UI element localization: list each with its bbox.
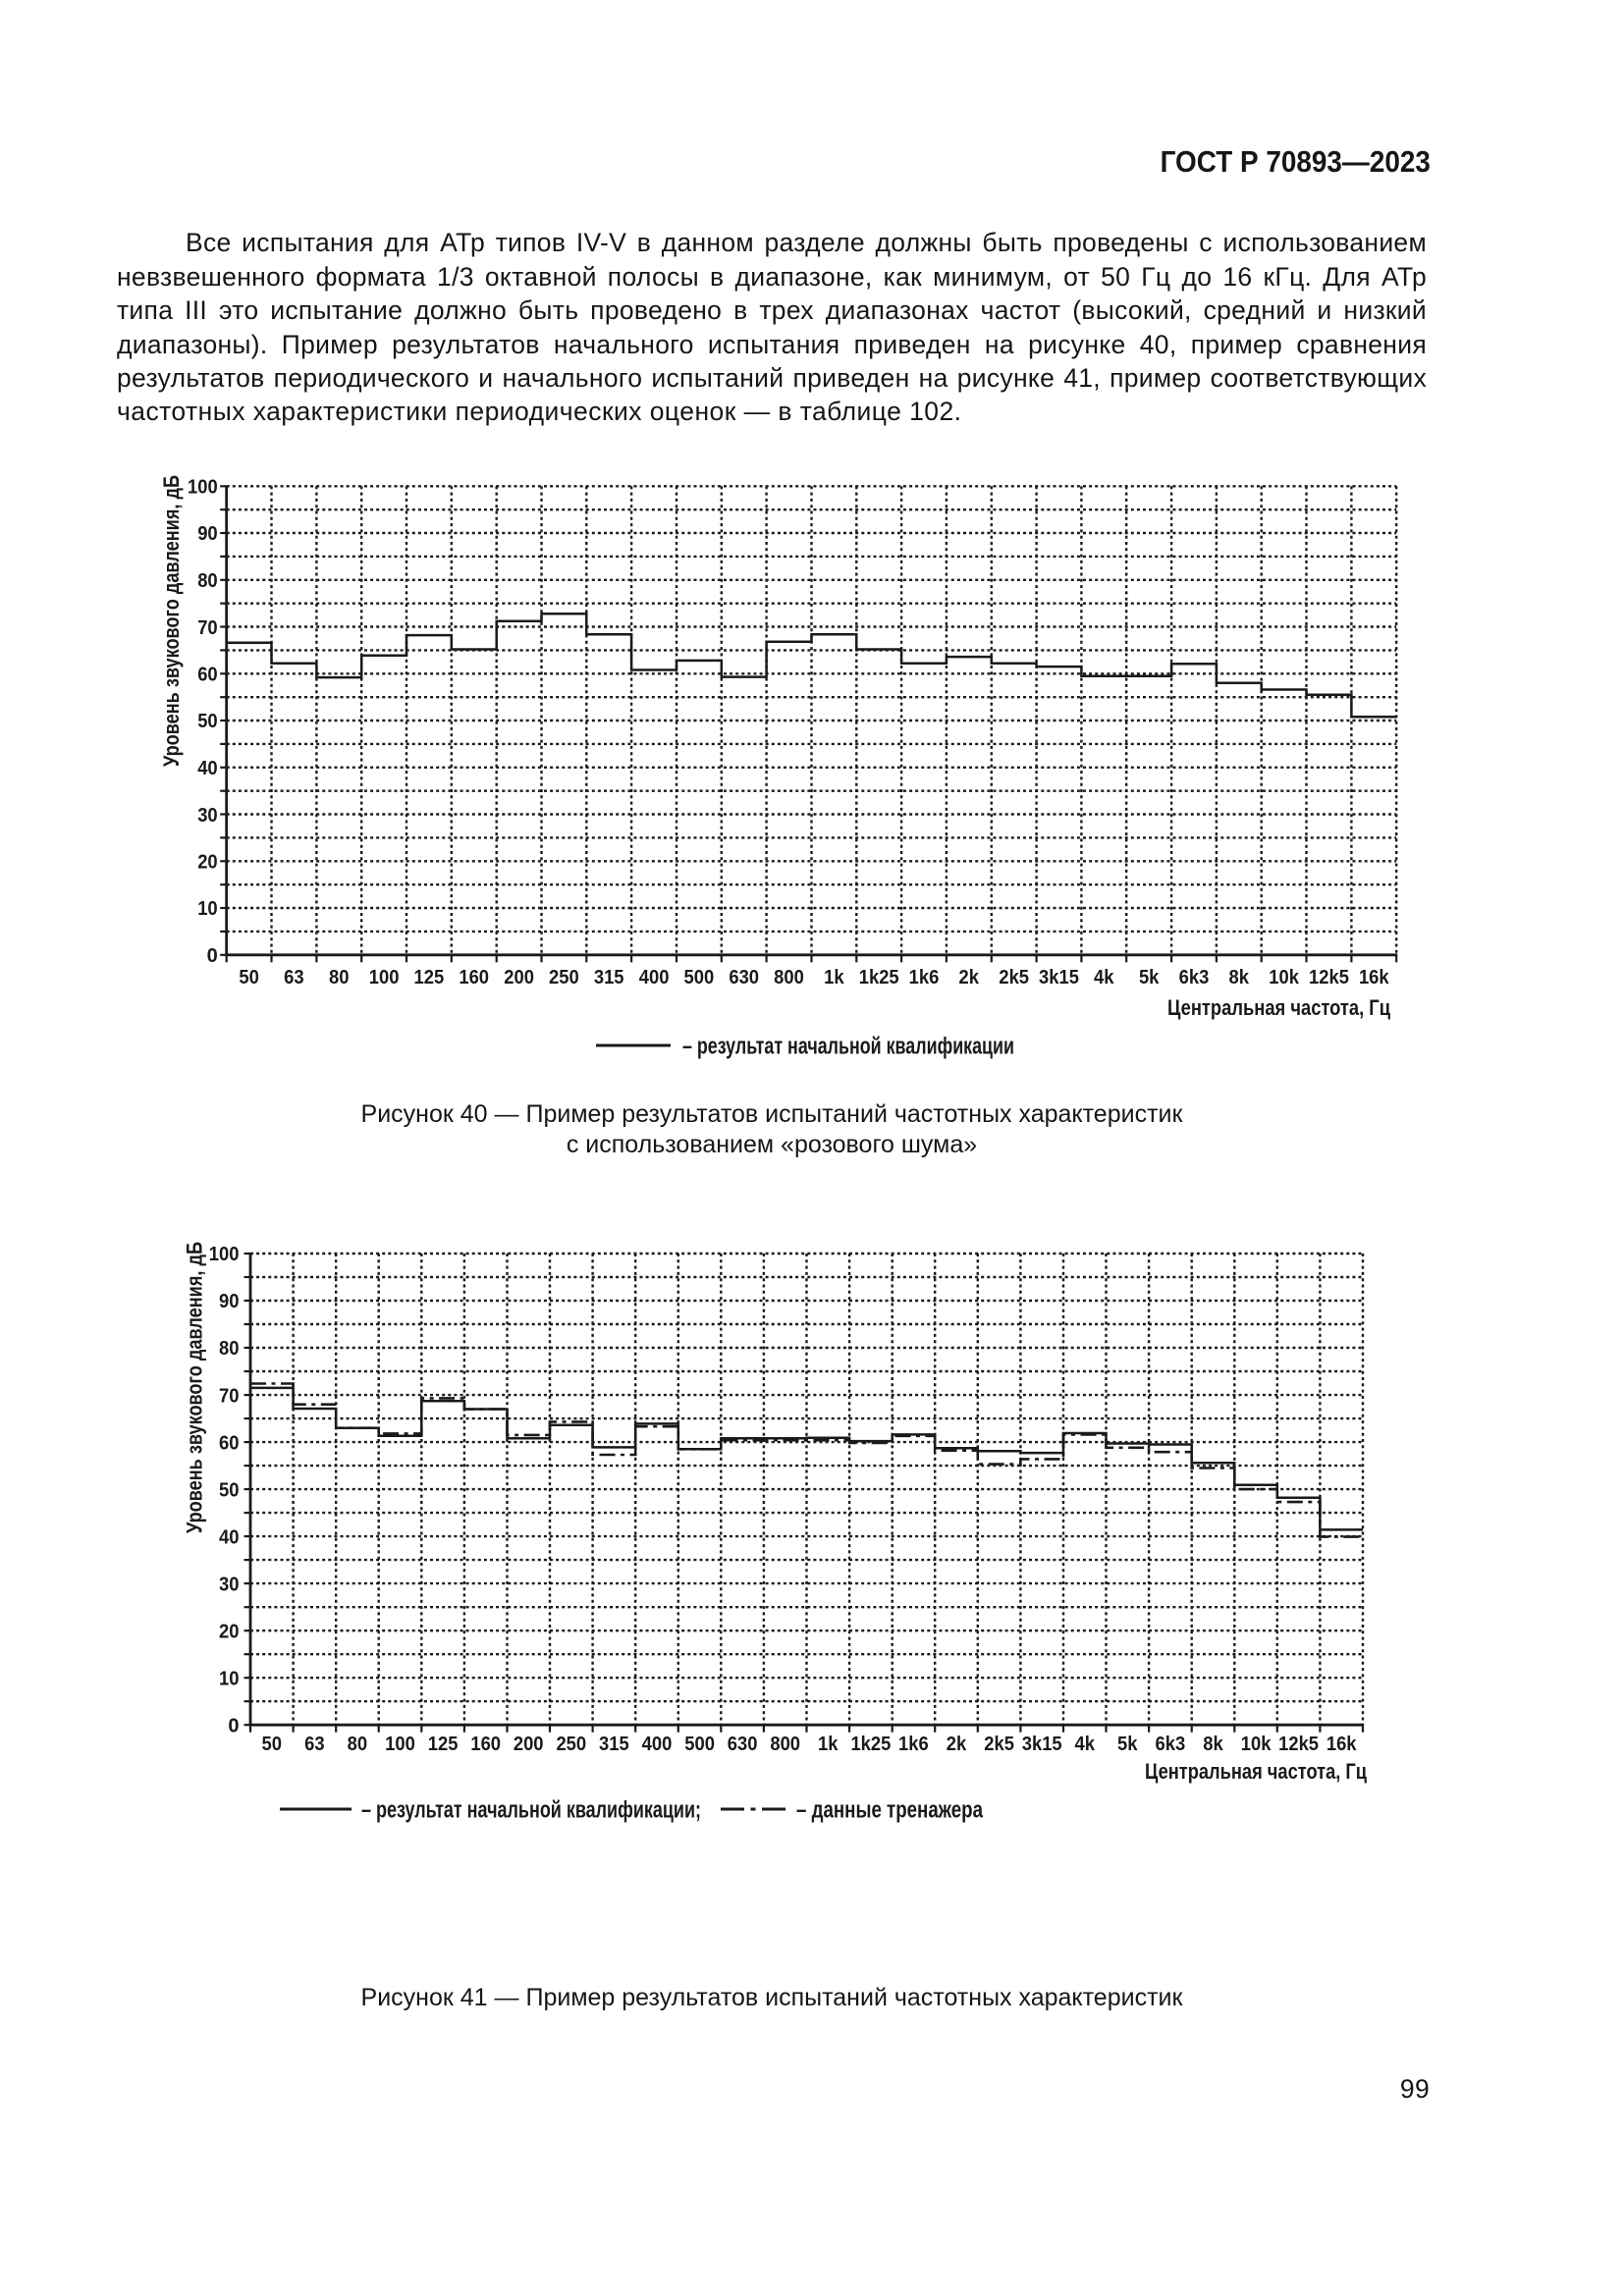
- svg-text:10: 10: [219, 1668, 240, 1689]
- svg-text:5k: 5k: [1139, 967, 1160, 988]
- svg-text:– данные тренажера: – данные тренажера: [796, 1797, 984, 1824]
- svg-text:125: 125: [428, 1734, 459, 1755]
- svg-text:8k: 8k: [1229, 967, 1250, 988]
- svg-text:80: 80: [329, 967, 350, 988]
- svg-text:100: 100: [385, 1734, 415, 1755]
- svg-text:80: 80: [219, 1338, 240, 1360]
- svg-text:500: 500: [684, 967, 715, 988]
- svg-text:400: 400: [642, 1734, 673, 1755]
- svg-text:30: 30: [219, 1574, 240, 1595]
- svg-text:3k15: 3k15: [1039, 967, 1079, 988]
- svg-text:10k: 10k: [1269, 967, 1300, 988]
- svg-text:2k: 2k: [947, 1734, 967, 1755]
- svg-text:20: 20: [219, 1621, 240, 1642]
- svg-text:5k: 5k: [1117, 1734, 1138, 1755]
- svg-text:50: 50: [239, 967, 259, 988]
- svg-text:20: 20: [197, 852, 218, 874]
- svg-text:4k: 4k: [1075, 1734, 1096, 1755]
- svg-text:Уровень звукового давления, дБ: Уровень звукового давления, дБ: [183, 1242, 207, 1533]
- svg-text:10k: 10k: [1241, 1734, 1272, 1755]
- svg-text:100: 100: [188, 477, 218, 499]
- svg-text:12k5: 12k5: [1278, 1734, 1319, 1755]
- svg-text:2k: 2k: [959, 967, 980, 988]
- svg-text:100: 100: [209, 1244, 240, 1265]
- svg-text:800: 800: [770, 1734, 800, 1755]
- svg-text:63: 63: [304, 1734, 325, 1755]
- svg-text:90: 90: [219, 1291, 240, 1312]
- svg-text:250: 250: [556, 1734, 586, 1755]
- svg-text:80: 80: [348, 1734, 368, 1755]
- svg-text:30: 30: [197, 805, 218, 827]
- svg-text:4k: 4k: [1094, 967, 1114, 988]
- svg-text:40: 40: [197, 758, 218, 779]
- svg-text:250: 250: [549, 967, 579, 988]
- svg-text:Уровень звукового давления, дБ: Уровень звукового давления, дБ: [159, 475, 184, 767]
- svg-text:60: 60: [197, 665, 218, 686]
- svg-text:90: 90: [197, 523, 218, 545]
- svg-text:0: 0: [228, 1715, 239, 1736]
- svg-text:60: 60: [219, 1432, 240, 1454]
- svg-text:6k3: 6k3: [1179, 967, 1210, 988]
- svg-text:63: 63: [284, 967, 304, 988]
- svg-text:80: 80: [197, 570, 218, 592]
- svg-text:50: 50: [219, 1479, 240, 1501]
- svg-text:16k: 16k: [1326, 1734, 1358, 1755]
- svg-text:Центральная частота, Гц: Центральная частота, Гц: [1167, 995, 1390, 1020]
- svg-text:40: 40: [219, 1526, 240, 1548]
- svg-text:1k25: 1k25: [859, 967, 899, 988]
- svg-text:70: 70: [197, 617, 218, 639]
- svg-text:125: 125: [414, 967, 445, 988]
- svg-text:400: 400: [639, 967, 670, 988]
- svg-text:– результат начальной квалифик: – результат начальной квалификации;: [361, 1797, 701, 1824]
- svg-text:160: 160: [459, 967, 489, 988]
- svg-text:1k25: 1k25: [850, 1734, 891, 1755]
- svg-text:0: 0: [207, 945, 218, 967]
- svg-text:70: 70: [219, 1385, 240, 1407]
- svg-text:2k5: 2k5: [984, 1734, 1014, 1755]
- svg-text:16k: 16k: [1359, 967, 1390, 988]
- svg-text:Центральная частота, Гц: Центральная частота, Гц: [1145, 1759, 1367, 1784]
- svg-text:200: 200: [504, 967, 534, 988]
- svg-text:6k3: 6k3: [1156, 1734, 1186, 1755]
- svg-text:160: 160: [470, 1734, 501, 1755]
- svg-text:1k: 1k: [818, 1734, 839, 1755]
- svg-text:630: 630: [728, 1734, 758, 1755]
- svg-text:315: 315: [594, 967, 624, 988]
- svg-text:800: 800: [774, 967, 804, 988]
- svg-text:200: 200: [514, 1734, 544, 1755]
- svg-text:50: 50: [197, 711, 218, 732]
- svg-text:1k: 1k: [824, 967, 844, 988]
- svg-text:1k6: 1k6: [909, 967, 940, 988]
- svg-text:2k5: 2k5: [999, 967, 1029, 988]
- svg-text:1k6: 1k6: [898, 1734, 929, 1755]
- svg-text:100: 100: [369, 967, 400, 988]
- svg-text:8k: 8k: [1203, 1734, 1223, 1755]
- svg-text:315: 315: [599, 1734, 629, 1755]
- svg-text:10: 10: [197, 898, 218, 920]
- svg-text:3k15: 3k15: [1022, 1734, 1062, 1755]
- svg-text:50: 50: [262, 1734, 283, 1755]
- svg-text:12k5: 12k5: [1309, 967, 1349, 988]
- svg-text:500: 500: [684, 1734, 715, 1755]
- svg-text:630: 630: [729, 967, 759, 988]
- svg-text:– результат начальной квалифик: – результат начальной квалификации: [682, 1034, 1014, 1060]
